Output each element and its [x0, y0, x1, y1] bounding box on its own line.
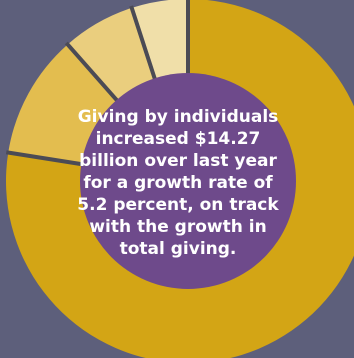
- center-annotation: Giving by individuals increased $14.27 b…: [77, 107, 279, 259]
- slice-separator-2: [5, 150, 86, 167]
- donut-slice-1: [6, 0, 354, 358]
- slice-separator-3: [64, 41, 121, 105]
- center-circle: [80, 73, 296, 289]
- slice-separator-4: [129, 5, 158, 83]
- slice-separators: [5, 0, 190, 167]
